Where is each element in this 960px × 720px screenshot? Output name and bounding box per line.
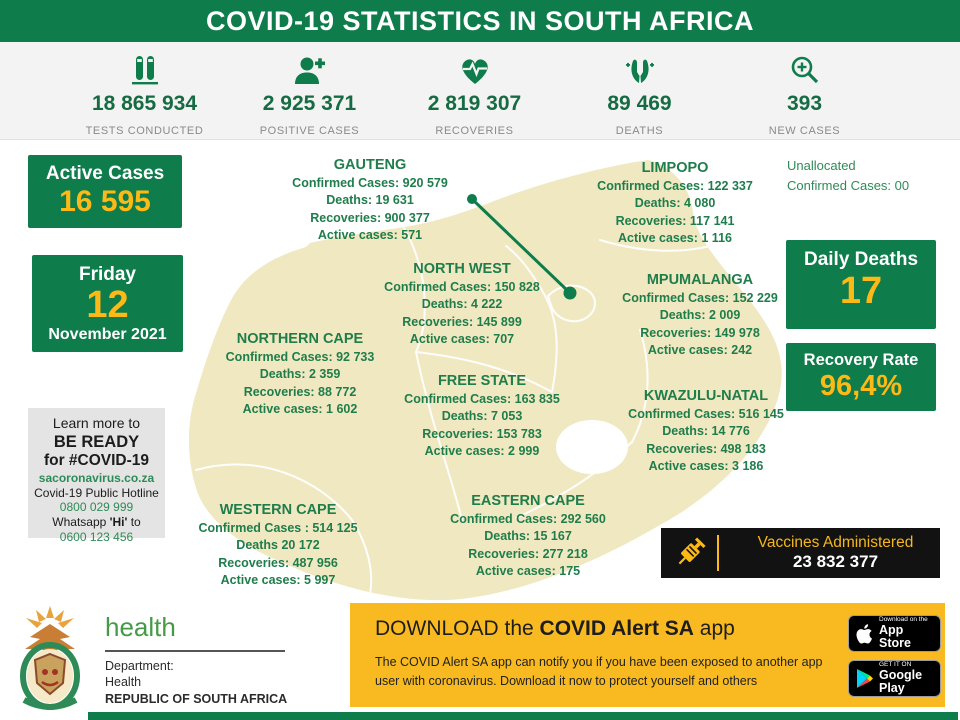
banner-body: The COVID Alert SA app can notify you if… xyxy=(375,655,823,689)
department-text: Department: Health REPUBLIC OF SOUTH AFR… xyxy=(105,659,288,706)
google-play-badge[interactable]: GET IT ON Google Play xyxy=(848,660,941,697)
date-box: Friday 12 November 2021 xyxy=(32,255,183,352)
stat-new-cases: 393 NEW CASES xyxy=(722,42,887,139)
recovery-rate-label: Recovery Rate xyxy=(803,351,919,369)
hotline-number: 0800 029 999 xyxy=(59,500,134,515)
stat-value: 2 925 371 xyxy=(262,92,357,115)
stat-label: POSITIVE CASES xyxy=(259,125,360,137)
gauteng-leader-line xyxy=(467,194,577,300)
heart-pulse-icon xyxy=(458,52,492,88)
lesotho-enclave xyxy=(556,420,628,474)
whatsapp-line: Whatsapp 'Hi' to xyxy=(52,514,141,529)
province-kwazulu-natal: KWAZULU-NATAL Confirmed Cases: 516 145 De… xyxy=(628,388,784,473)
apple-icon xyxy=(856,623,873,644)
province-eastern-cape: EASTERN CAPE Confirmed Cases: 292 560 Dea… xyxy=(450,493,606,578)
website-link[interactable]: sacoronavirus.co.za xyxy=(38,471,155,486)
stat-recoveries: 2 819 307 RECOVERIES xyxy=(392,42,557,139)
unallocated-cases: Unallocated Confirmed Cases: 00 xyxy=(787,158,910,193)
map-country-shape xyxy=(188,160,782,601)
date-month-year: November 2021 xyxy=(48,325,167,343)
person-plus-icon xyxy=(293,52,327,88)
national-stats-band: 18 865 934 TESTS CONDUCTED 2 925 371 POS… xyxy=(0,42,960,140)
recovery-rate-value: 96,4% xyxy=(819,370,903,402)
app-store-badge[interactable]: Download on the App Store xyxy=(848,615,941,652)
vaccines-value: 23 832 377 xyxy=(792,552,879,571)
health-logo-text: health xyxy=(105,612,176,642)
active-cases-label: Active Cases xyxy=(45,163,165,184)
province-mpumalanga: MPUMALANGA Confirmed Cases: 152 229 Death… xyxy=(622,272,778,357)
vaccines-divider xyxy=(717,535,719,571)
info-line2: BE READY xyxy=(53,433,140,452)
stat-label: TESTS CONDUCTED xyxy=(85,125,204,137)
stat-label: NEW CASES xyxy=(768,125,841,137)
google-play-icon xyxy=(856,669,873,688)
covid-alert-banner: DOWNLOAD the COVID Alert SA app The COVI… xyxy=(350,603,945,707)
province-north-west: NORTH WEST Confirmed Cases: 150 828 Death… xyxy=(384,261,540,346)
health-divider-line xyxy=(105,650,285,652)
hotline-label: Covid-19 Public Hotline xyxy=(34,485,159,500)
province-northern-cape: NORTHERN CAPE Confirmed Cases: 92 733 Dea… xyxy=(225,331,375,416)
bottom-accent-bar xyxy=(88,712,958,720)
info-line1: Learn more to xyxy=(52,415,141,431)
stat-value: 2 819 307 xyxy=(427,92,522,115)
date-number: 12 xyxy=(86,284,129,326)
whatsapp-number: 0600 123 456 xyxy=(59,529,134,544)
praying-hands-icon xyxy=(624,52,656,88)
stat-tests: 18 865 934 TESTS CONDUCTED xyxy=(62,42,227,139)
daily-deaths-label: Daily Deaths xyxy=(803,249,919,270)
coat-of-arms xyxy=(8,604,92,712)
stat-value: 393 xyxy=(786,92,823,115)
banner-title: DOWNLOAD the COVID Alert SA app xyxy=(375,617,735,640)
recovery-rate-box: Recovery Rate 96,4% xyxy=(786,343,936,411)
info-line3: for #COVID-19 xyxy=(43,452,150,470)
magnifier-plus-icon xyxy=(789,52,821,88)
stat-label: RECOVERIES xyxy=(435,125,514,137)
stat-deaths: 89 469 DEATHS xyxy=(557,42,722,139)
active-cases-box: Active Cases 16 595 xyxy=(28,155,182,228)
page-title: COVID-19 STATISTICS IN SOUTH AFRICA xyxy=(0,0,960,42)
stat-value: 89 469 xyxy=(607,92,672,115)
stat-value: 18 865 934 xyxy=(91,92,198,115)
learn-more-box: Learn more to BE READY for #COVID-19 sac… xyxy=(28,408,165,544)
syringe-icon xyxy=(671,534,709,572)
province-limpopo: LIMPOPO Confirmed Cases: 122 337 Deaths: … xyxy=(597,160,753,245)
stat-label: DEATHS xyxy=(615,125,664,137)
province-gauteng: GAUTENG Confirmed Cases: 920 579 Deaths: … xyxy=(292,157,448,242)
daily-deaths-box: Daily Deaths 17 xyxy=(786,240,936,329)
date-day: Friday xyxy=(78,264,137,285)
test-tubes-icon xyxy=(129,52,161,88)
active-cases-value: 16 595 xyxy=(59,185,151,218)
province-free-state: FREE STATE Confirmed Cases: 163 835 Death… xyxy=(404,373,560,458)
daily-deaths-value: 17 xyxy=(839,270,883,312)
vaccines-administered-box: Vaccines Administered 23 832 377 xyxy=(661,528,940,578)
province-western-cape: WESTERN CAPE Confirmed Cases : 514 125 De… xyxy=(198,502,358,587)
stat-positive: 2 925 371 POSITIVE CASES xyxy=(227,42,392,139)
vaccines-label: Vaccines Administered xyxy=(757,534,914,551)
